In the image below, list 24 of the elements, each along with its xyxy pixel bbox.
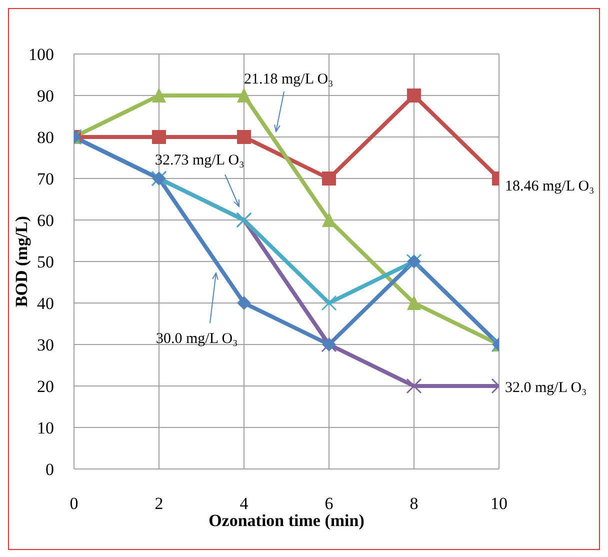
y-axis-title: BOD (mg/L) (12, 216, 32, 308)
x-tick-label: 6 (324, 494, 334, 514)
x-tick-label: 8 (410, 494, 418, 514)
y-tick-label: 50 (37, 252, 54, 272)
y-tick-label: 100 (28, 45, 54, 64)
series-label: 18.46 mg/L O₃ (505, 178, 594, 194)
y-tick-label: 90 (37, 86, 54, 106)
x-tick-label: 10 (490, 494, 508, 514)
series-label: 30.0 mg/L O₃ (156, 331, 238, 347)
y-tick-label: 80 (37, 128, 54, 148)
series-label: 21.18 mg/L O₃ (244, 72, 334, 88)
y-tick-label: 40 (37, 294, 54, 314)
x-tick-label: 0 (70, 494, 78, 514)
x-tick-label: 2 (154, 494, 164, 514)
y-tick-label: 60 (37, 211, 54, 230)
y-tick-label: 0 (46, 460, 54, 480)
x-axis-title: Ozonation time (min) (208, 511, 364, 530)
y-tick-label: 30 (37, 336, 54, 355)
y-tick-label: 20 (37, 377, 54, 396)
y-tick-label: 70 (37, 170, 54, 189)
y-tick-label: 10 (37, 418, 54, 438)
series-label: 32.73 mg/L O₃ (155, 152, 244, 168)
x-tick-label: 4 (240, 494, 249, 514)
series-label: 32.0 mg/L O₃ (505, 380, 587, 396)
